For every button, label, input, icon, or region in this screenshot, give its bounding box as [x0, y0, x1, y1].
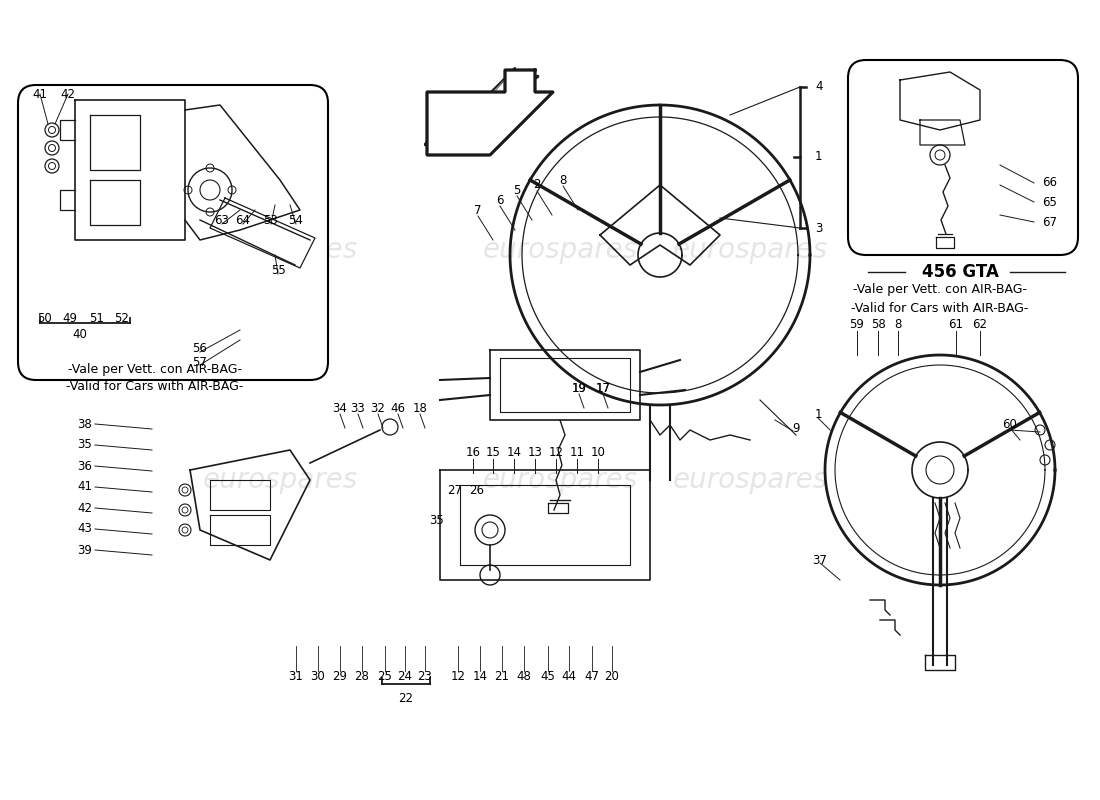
- Text: 42: 42: [77, 502, 92, 514]
- Text: 58: 58: [870, 318, 886, 331]
- Text: 65: 65: [1042, 195, 1057, 209]
- Text: 14: 14: [473, 670, 487, 682]
- Text: 56: 56: [192, 342, 208, 354]
- Text: 33: 33: [351, 402, 365, 414]
- Text: 20: 20: [605, 670, 619, 682]
- Text: eurospares: eurospares: [483, 466, 638, 494]
- Text: 8: 8: [894, 318, 902, 331]
- Text: 57: 57: [192, 355, 208, 369]
- Polygon shape: [432, 68, 548, 150]
- Text: 46: 46: [390, 402, 406, 414]
- Text: 52: 52: [114, 311, 130, 325]
- Text: 12: 12: [451, 670, 465, 682]
- Text: 63: 63: [214, 214, 230, 226]
- Text: 7: 7: [474, 203, 482, 217]
- Text: 36: 36: [77, 459, 92, 473]
- Text: 1: 1: [814, 409, 822, 422]
- Text: -Vale per Vett. con AIR-BAG-: -Vale per Vett. con AIR-BAG-: [68, 363, 242, 377]
- Text: 45: 45: [540, 670, 556, 682]
- Text: 51: 51: [89, 311, 104, 325]
- Text: 1: 1: [815, 150, 823, 163]
- Text: 10: 10: [591, 446, 605, 459]
- Text: 2: 2: [534, 178, 541, 191]
- Text: 64: 64: [235, 214, 251, 226]
- Text: 22: 22: [398, 691, 414, 705]
- Text: 32: 32: [371, 402, 385, 414]
- Text: 40: 40: [73, 327, 87, 341]
- Text: 43: 43: [77, 522, 92, 535]
- Text: 21: 21: [495, 670, 509, 682]
- Text: 60: 60: [1002, 418, 1018, 431]
- Text: 50: 50: [37, 311, 53, 325]
- Text: 456 GTA: 456 GTA: [922, 263, 999, 281]
- Text: 12: 12: [549, 446, 563, 459]
- Text: 41: 41: [77, 481, 92, 494]
- Text: 16: 16: [465, 446, 481, 459]
- Text: 47: 47: [584, 670, 600, 682]
- Text: 5: 5: [514, 183, 520, 197]
- Text: 17: 17: [595, 382, 610, 394]
- Text: 18: 18: [412, 402, 428, 414]
- Text: -Valid for Cars with AIR-BAG-: -Valid for Cars with AIR-BAG-: [66, 379, 244, 393]
- Text: 28: 28: [354, 670, 370, 682]
- FancyBboxPatch shape: [18, 85, 328, 380]
- Text: eurospares: eurospares: [202, 236, 358, 264]
- Text: 6: 6: [496, 194, 504, 206]
- Text: 4: 4: [815, 81, 823, 94]
- Text: 61: 61: [948, 318, 964, 331]
- Text: 3: 3: [815, 222, 823, 234]
- FancyBboxPatch shape: [848, 60, 1078, 255]
- Text: 23: 23: [418, 670, 432, 682]
- Text: 15: 15: [485, 446, 501, 459]
- Text: 35: 35: [430, 514, 444, 526]
- Text: 8: 8: [559, 174, 566, 186]
- Text: 53: 53: [264, 214, 278, 226]
- Text: 26: 26: [470, 483, 484, 497]
- Text: eurospares: eurospares: [672, 466, 827, 494]
- Text: 49: 49: [63, 311, 77, 325]
- Text: 67: 67: [1042, 215, 1057, 229]
- Text: 29: 29: [332, 670, 348, 682]
- Text: 37: 37: [813, 554, 827, 566]
- Polygon shape: [427, 70, 553, 155]
- Text: 39: 39: [77, 543, 92, 557]
- Text: 9: 9: [792, 422, 800, 434]
- Text: 42: 42: [60, 87, 76, 101]
- Text: 31: 31: [288, 670, 304, 682]
- Text: 38: 38: [77, 418, 92, 430]
- Text: 30: 30: [310, 670, 326, 682]
- Text: 13: 13: [528, 446, 542, 459]
- Text: 34: 34: [332, 402, 348, 414]
- Text: -Vale per Vett. con AIR-BAG-: -Vale per Vett. con AIR-BAG-: [852, 283, 1027, 297]
- Text: 66: 66: [1042, 177, 1057, 190]
- Text: eurospares: eurospares: [483, 236, 638, 264]
- Text: 14: 14: [506, 446, 521, 459]
- Text: eurospares: eurospares: [202, 466, 358, 494]
- Text: 19: 19: [572, 382, 586, 394]
- Text: 19: 19: [572, 382, 586, 394]
- Polygon shape: [446, 80, 530, 145]
- Text: 35: 35: [77, 438, 92, 451]
- Text: 44: 44: [561, 670, 576, 682]
- Text: eurospares: eurospares: [672, 236, 827, 264]
- Text: 48: 48: [517, 670, 531, 682]
- Text: 59: 59: [849, 318, 865, 331]
- Text: 11: 11: [570, 446, 584, 459]
- Text: 24: 24: [397, 670, 412, 682]
- Text: 41: 41: [33, 87, 47, 101]
- Text: 62: 62: [972, 318, 988, 331]
- Text: 55: 55: [271, 263, 285, 277]
- Text: -Valid for Cars with AIR-BAG-: -Valid for Cars with AIR-BAG-: [851, 302, 1028, 314]
- Text: 17: 17: [595, 382, 610, 394]
- Text: 27: 27: [448, 483, 462, 497]
- Text: 25: 25: [377, 670, 393, 682]
- Text: 54: 54: [288, 214, 304, 226]
